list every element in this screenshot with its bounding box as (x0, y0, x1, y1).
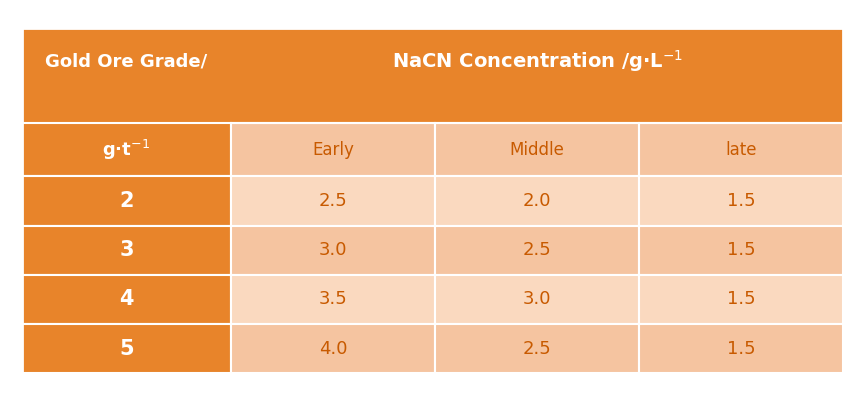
Text: 2: 2 (119, 191, 134, 211)
Text: 1.5: 1.5 (727, 290, 755, 308)
Bar (22, 123, 231, 176)
Text: 2.5: 2.5 (522, 241, 551, 259)
Bar (231, 225, 435, 275)
Bar (638, 324, 843, 373)
Text: Gold Ore Grade/: Gold Ore Grade/ (45, 52, 208, 70)
Text: 4.0: 4.0 (319, 339, 348, 358)
Bar (22, 324, 231, 373)
Bar (638, 176, 843, 225)
Bar (231, 123, 435, 176)
Text: 2.5: 2.5 (522, 339, 551, 358)
Bar (435, 275, 638, 324)
Text: Middle: Middle (509, 141, 564, 158)
Bar (638, 275, 843, 324)
Text: 5: 5 (119, 339, 134, 358)
Text: 3.5: 3.5 (318, 290, 348, 308)
Text: late: late (726, 141, 757, 158)
Text: NaCN Concentration /g·L$^{-1}$: NaCN Concentration /g·L$^{-1}$ (392, 48, 682, 74)
Bar (22, 28, 843, 373)
Bar (435, 324, 638, 373)
Text: 2.0: 2.0 (522, 192, 551, 210)
Bar (638, 123, 843, 176)
Text: 1.5: 1.5 (727, 241, 755, 259)
Text: 1.5: 1.5 (727, 192, 755, 210)
Text: g·t$^{-1}$: g·t$^{-1}$ (102, 137, 151, 162)
Bar (22, 225, 231, 275)
Text: Early: Early (312, 141, 354, 158)
Text: 3: 3 (119, 240, 134, 260)
Text: 3.0: 3.0 (522, 290, 551, 308)
Bar (231, 324, 435, 373)
Bar (435, 225, 638, 275)
Bar (22, 275, 231, 324)
Bar (435, 176, 638, 225)
Bar (231, 275, 435, 324)
Text: 3.0: 3.0 (319, 241, 348, 259)
Text: 4: 4 (119, 289, 134, 309)
Bar (435, 123, 638, 176)
Bar (638, 225, 843, 275)
Bar (22, 28, 843, 123)
Bar (231, 176, 435, 225)
Text: 2.5: 2.5 (318, 192, 348, 210)
Bar (22, 176, 231, 225)
Text: 1.5: 1.5 (727, 339, 755, 358)
